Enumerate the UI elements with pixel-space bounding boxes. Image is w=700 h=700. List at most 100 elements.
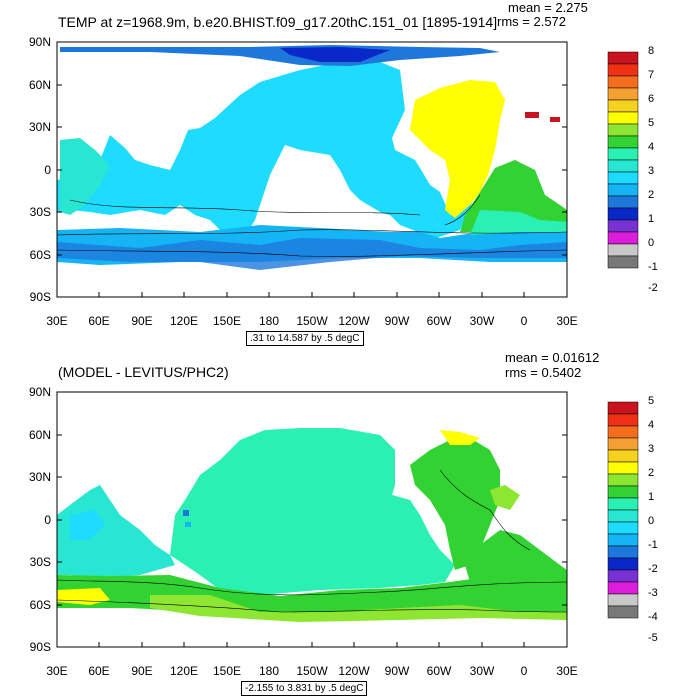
lon-label: 90E: [131, 314, 153, 328]
panel-title: (MODEL - LEVITUS/PHC2): [58, 364, 229, 380]
ocean-pacific: [170, 428, 455, 595]
lon-label: 180: [258, 664, 280, 678]
colorbar-swatch: [607, 437, 639, 451]
colorbar-swatch: [607, 51, 639, 65]
colorbar-swatch: [607, 557, 639, 571]
colorbar-swatch: [607, 123, 639, 137]
rms-stat: rms = 2.572: [497, 14, 567, 29]
contour-range-label: .31 to 14.587 by .5 degC: [246, 331, 364, 346]
colorbar-swatch: [607, 111, 639, 125]
lat-label: 30N: [28, 470, 51, 484]
lat-label: 0: [44, 163, 51, 177]
colorbar-swatch: [607, 63, 639, 77]
lon-label: 120E: [169, 314, 199, 328]
colorbar-swatch: [607, 521, 639, 535]
ocean-atlantic: [410, 438, 500, 570]
colorbar-bottom: [607, 401, 639, 619]
lon-label: 30E: [556, 664, 578, 678]
colorbar-swatch: [607, 605, 639, 619]
lat-label: 60S: [29, 598, 51, 612]
colorbar-label: 7: [648, 69, 655, 81]
lat-label: 90N: [28, 385, 51, 399]
colorbar-swatch: [607, 159, 639, 173]
colorbar-swatch: [607, 545, 639, 559]
colorbar-label: -1: [648, 261, 658, 273]
colorbar-swatch: [607, 231, 639, 245]
lat-label: 90N: [28, 35, 51, 49]
colorbar-swatch: [607, 413, 639, 427]
colorbar-label: -2: [648, 563, 658, 575]
colorbar-label: 3: [648, 165, 655, 177]
ocean-atlantic-south: [465, 530, 567, 582]
lon-label: 120W: [338, 664, 370, 678]
colorbar-label: -4: [648, 611, 658, 623]
lat-label: 30N: [28, 120, 51, 134]
mean-stat: mean = 0.01612: [505, 350, 600, 365]
ocean-atlantic-mid: [470, 210, 567, 235]
rms-stat: rms = 0.5402: [505, 365, 582, 380]
colorbar-swatch: [607, 449, 639, 463]
contour-range-label: -2.155 to 3.831 by .5 degC: [241, 681, 368, 696]
lat-label: 90S: [29, 640, 51, 654]
ocean-southern-warm: [57, 588, 110, 605]
colorbar-swatch: [607, 219, 639, 233]
lat-label: 30S: [29, 555, 51, 569]
colorbar-top: [607, 51, 639, 269]
ocean-indian: [60, 138, 110, 215]
colorbar-swatch: [607, 255, 639, 269]
colorbar-swatch: [607, 581, 639, 595]
lon-label: 0: [520, 314, 528, 328]
ocean-atlantic-north: [410, 80, 505, 218]
colorbar-label: 1: [648, 213, 655, 225]
colorbar-swatch: [607, 183, 639, 197]
lon-label: 180: [258, 314, 280, 328]
colorbar-swatch: [607, 99, 639, 113]
lat-label: 60N: [28, 78, 51, 92]
colorbar-label: -1: [648, 539, 658, 551]
lon-label: 60E: [88, 664, 110, 678]
lat-label: 90S: [29, 290, 51, 304]
colorbar-label: 1: [648, 491, 655, 503]
colorbar-label: 0: [648, 237, 655, 249]
lat-label: 60N: [28, 428, 51, 442]
lon-label: 30W: [469, 664, 495, 678]
lon-label: 150W: [296, 664, 328, 678]
colorbar-label: 2: [648, 189, 655, 201]
colorbar-swatch: [607, 87, 639, 101]
arctic-core: [280, 47, 390, 62]
colorbar-swatch: [607, 533, 639, 547]
bottom-map: [56, 391, 639, 648]
colorbar-swatch: [607, 195, 639, 209]
lon-label: 30E: [556, 314, 578, 328]
ocean-pacific: [57, 62, 480, 245]
colorbar-label: 2: [648, 467, 655, 479]
lon-label: 60E: [88, 314, 110, 328]
colorbar-swatch: [607, 473, 639, 487]
mean-stat: mean = 2.275: [508, 0, 588, 15]
colorbar-swatch: [607, 497, 639, 511]
colorbar-label: 5: [648, 395, 655, 407]
lon-label: 90W: [384, 664, 410, 678]
colorbar-swatch: [607, 171, 639, 185]
top-panel: TEMP at z=1968.9m, b.e20.BHIST.f09_g17.2…: [28, 0, 658, 346]
colorbar-swatch: [607, 593, 639, 607]
bottom-panel: (MODEL - LEVITUS/PHC2) mean = 0.01612 rm…: [0, 350, 700, 700]
ocean-arctic: [60, 45, 500, 66]
lon-label: 30E: [46, 314, 68, 328]
colorbar-label: 0: [648, 515, 655, 527]
colorbar-swatch: [607, 425, 639, 439]
colorbar-swatch: [607, 75, 639, 89]
colorbar-label: 4: [648, 141, 655, 153]
colorbar-label: 5: [648, 117, 655, 129]
lon-label: 120W: [338, 314, 370, 328]
colorbar-swatch: [607, 569, 639, 583]
colorbar-label: 8: [648, 45, 655, 57]
lon-label: 150W: [296, 314, 328, 328]
lon-label: 120E: [169, 664, 199, 678]
colorbar-label: -5: [648, 632, 658, 644]
ocean-atlantic-north: [440, 430, 480, 445]
ocean-southern-deep: [57, 238, 567, 270]
colorbar-swatch: [607, 509, 639, 523]
colorbar-swatch: [607, 207, 639, 221]
colorbar-swatch: [607, 147, 639, 161]
